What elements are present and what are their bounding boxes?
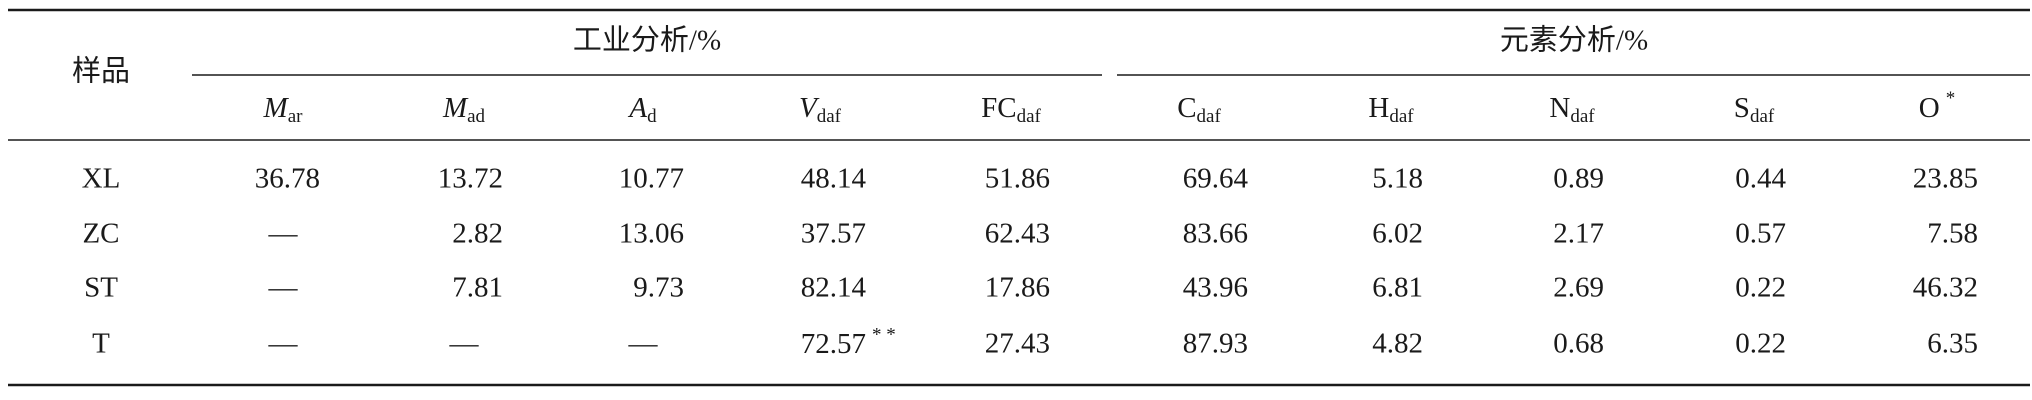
cell-value: 36.78 [255, 163, 320, 195]
column-symbol: A [627, 92, 647, 124]
cell-value: 62.43 [985, 218, 1050, 250]
cell-value: 4.82 [1372, 328, 1423, 360]
cell-value: 23.85 [1913, 163, 1978, 195]
cell-value: — [268, 328, 299, 360]
column-subscript: ad [467, 106, 485, 127]
cell-value: 37.57 [801, 218, 866, 250]
cell-value: 6.81 [1372, 272, 1423, 304]
cell-value: 17.86 [985, 272, 1050, 304]
sample-label: ZC [82, 218, 119, 250]
cell-value: — [449, 328, 480, 360]
cell-value: 72.57 [801, 328, 866, 360]
cell-value: 7.81 [452, 272, 503, 304]
group-header: 元素分析/% [1500, 24, 1648, 57]
column-subscript: daf [1750, 106, 1775, 127]
column-subscript: daf [1389, 106, 1414, 127]
column-subscript: daf [1197, 106, 1222, 127]
column-header: Mad [442, 92, 486, 128]
cell-value: 0.68 [1553, 328, 1604, 360]
cell-value: — [268, 272, 299, 304]
column-header: Mar [263, 92, 304, 128]
column-header: Cdaf [1177, 92, 1221, 128]
column-header: Ndaf [1549, 92, 1595, 128]
column-header: Vdaf [799, 92, 842, 128]
cell-value: 0.89 [1553, 163, 1604, 195]
cell-value: 13.06 [619, 218, 684, 250]
cell-value: 82.14 [801, 272, 867, 304]
cell-value: 27.43 [985, 328, 1050, 360]
stub-header: 样品 [72, 55, 130, 88]
cell-value: 83.66 [1183, 218, 1248, 250]
cell-value: 2.82 [452, 218, 503, 250]
cell-value: 6.35 [1927, 328, 1978, 360]
cell-value: 7.58 [1927, 218, 1978, 250]
column-subscript: d [647, 106, 657, 127]
column-header: FCdaf [981, 92, 1041, 128]
column-symbol: FC [981, 92, 1016, 124]
column-superscript: * [1946, 88, 1956, 109]
cell-value: 69.64 [1183, 163, 1249, 195]
sample-label: XL [82, 163, 121, 195]
column-subscript: daf [817, 106, 842, 127]
cell-value: 5.18 [1372, 163, 1423, 195]
column-symbol: M [263, 92, 290, 124]
column-header: Hdaf [1368, 92, 1414, 128]
column-header: Ad [627, 92, 657, 128]
column-symbol: M [442, 92, 469, 124]
cell-value: 6.02 [1372, 218, 1423, 250]
column-symbol: S [1734, 92, 1750, 124]
column-symbol: C [1177, 92, 1196, 124]
cell-value: 0.22 [1735, 328, 1786, 360]
cell-value: 51.86 [985, 163, 1050, 195]
cell-note: * * [872, 324, 896, 345]
cell-value: 9.73 [633, 272, 684, 304]
cell-value: — [268, 218, 299, 250]
column-symbol: V [799, 92, 820, 124]
group-header: 工业分析/% [573, 24, 721, 57]
column-symbol: O [1919, 92, 1940, 124]
cell-value: 0.57 [1735, 218, 1786, 250]
column-symbol: N [1549, 92, 1570, 124]
cell-number: 72.57 [801, 328, 866, 360]
cell-value: 13.72 [438, 163, 503, 195]
cell-value: 87.93 [1183, 328, 1248, 360]
cell-value: 0.22 [1735, 272, 1786, 304]
sample-label: ST [84, 272, 118, 304]
column-subscript: daf [1570, 106, 1595, 127]
cell-value: 48.14 [801, 163, 867, 195]
cell-value: 2.17 [1553, 218, 1604, 250]
column-header: O * [1919, 88, 1955, 123]
sample-label: T [92, 328, 110, 360]
cell-value: 46.32 [1913, 272, 1978, 304]
column-header: Sdaf [1734, 92, 1775, 128]
column-subscript: daf [1017, 106, 1042, 127]
cell-value: 43.96 [1183, 272, 1248, 304]
cell-value: 0.44 [1735, 163, 1786, 195]
column-subscript: ar [288, 106, 303, 127]
cell-value: 10.77 [619, 163, 684, 195]
column-symbol: H [1368, 92, 1389, 124]
cell-value: — [628, 328, 659, 360]
cell-value: 2.69 [1553, 272, 1604, 304]
